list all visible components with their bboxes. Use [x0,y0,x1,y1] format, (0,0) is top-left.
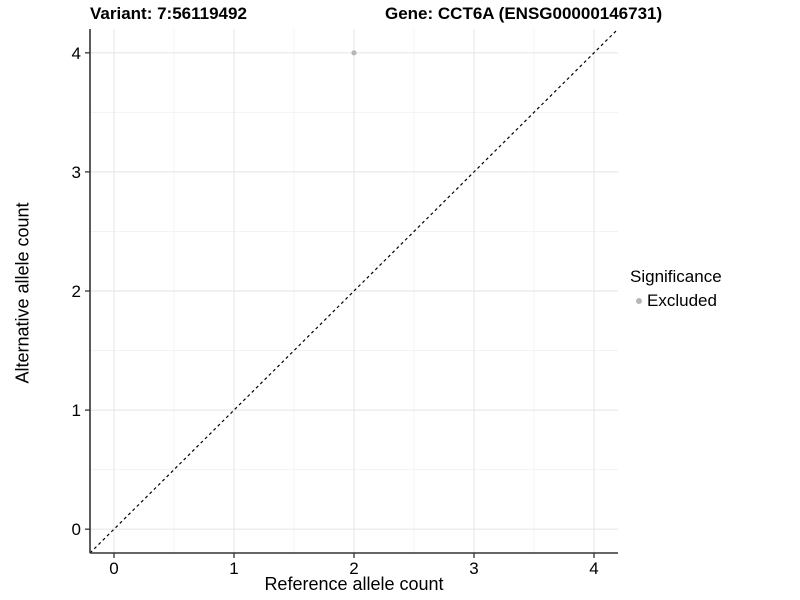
legend-title: Significance [630,267,722,286]
svg-text:2: 2 [72,282,81,301]
svg-text:3: 3 [72,163,81,182]
legend-item-excluded: Excluded [630,291,722,311]
svg-text:2: 2 [349,559,358,578]
x-axis-title: Reference allele count [264,574,444,594]
legend-dot-icon [636,298,642,304]
plot-title-gene: Gene: CCT6A (ENSG00000146731) [385,4,663,23]
svg-text:1: 1 [72,401,81,420]
svg-text:4: 4 [589,559,598,578]
plot-title-variant: Variant: 7:56119492 [90,4,247,23]
svg-text:1: 1 [229,559,238,578]
svg-text:4: 4 [72,44,81,63]
svg-text:0: 0 [109,559,118,578]
svg-text:0: 0 [72,520,81,539]
svg-text:3: 3 [469,559,478,578]
y-axis-title: Alternative allele count [12,202,33,384]
legend-item-label: Excluded [647,291,717,310]
legend: Significance Excluded [630,267,722,311]
